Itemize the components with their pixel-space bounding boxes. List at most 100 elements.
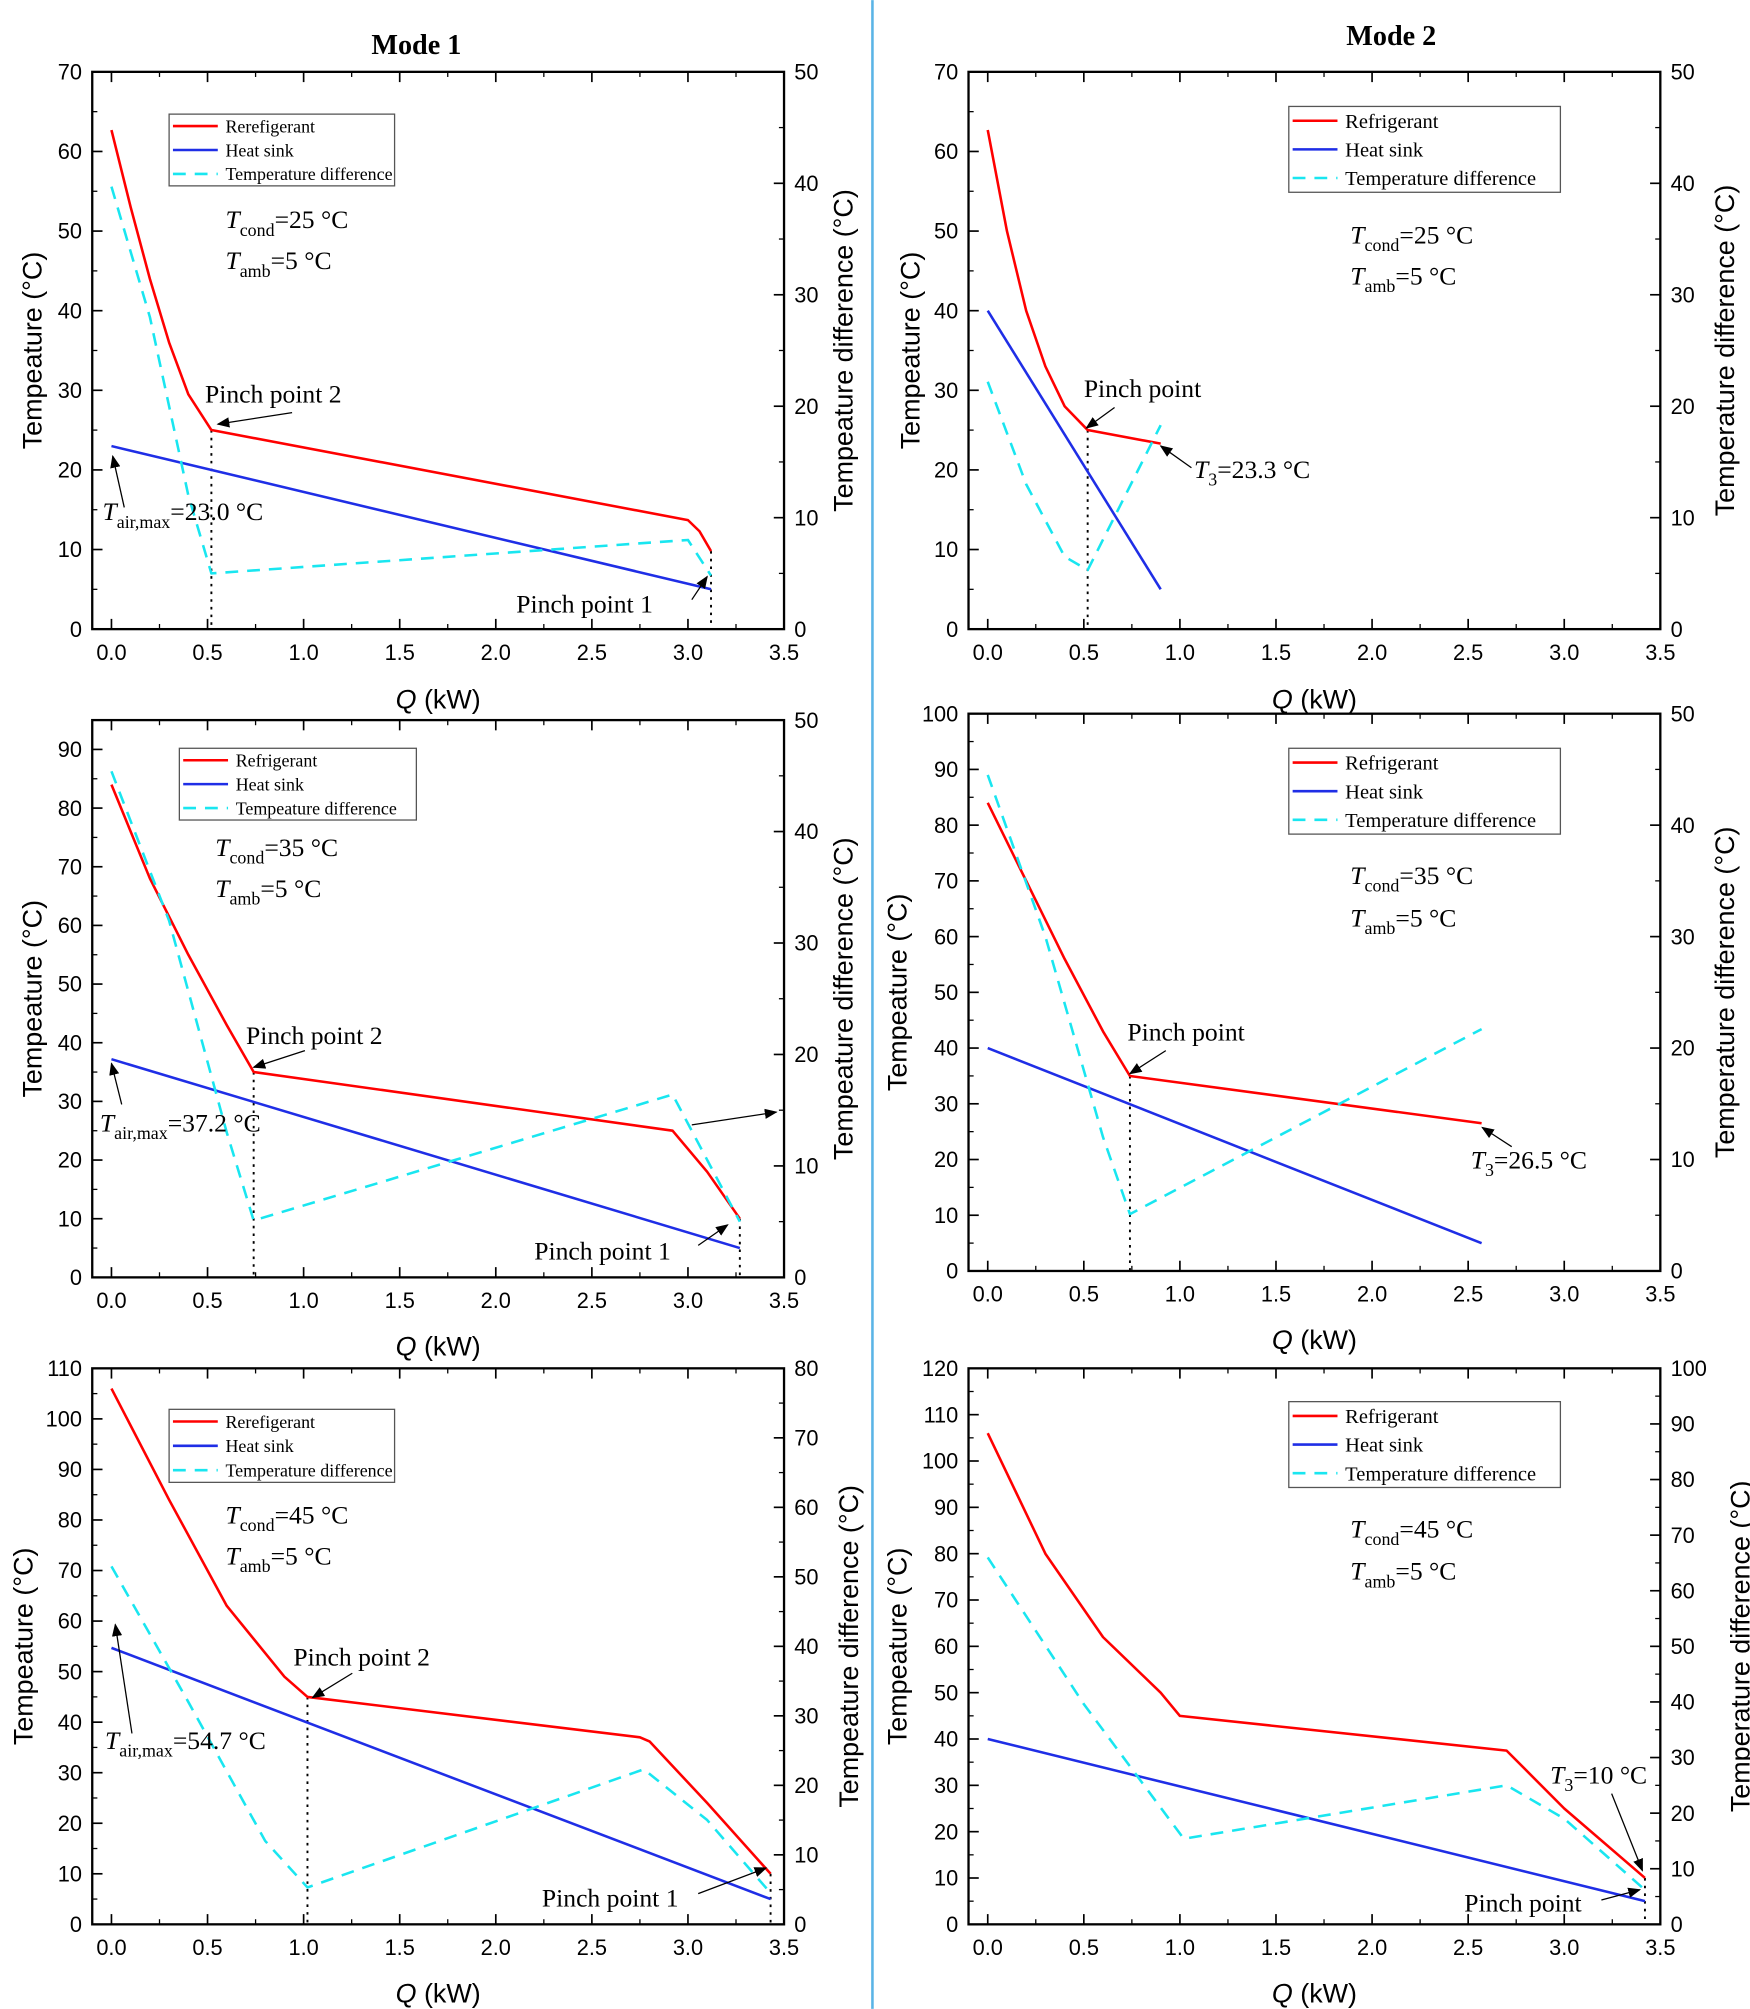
y-tick-label: 0 — [70, 617, 82, 642]
x-tick-label: 3.5 — [1645, 1282, 1675, 1307]
annotation-amb: Tamb=5 °C — [215, 874, 321, 909]
x-axis-title: Q (kW) — [396, 1332, 481, 1362]
x-tick-label: 3.0 — [1549, 640, 1579, 665]
pinch-point-label: Pinch point — [1084, 374, 1201, 403]
legend-label: Rerefigerant — [225, 1412, 315, 1432]
y-tick-label: 80 — [58, 1508, 82, 1533]
y2-tick-label: 30 — [1671, 1745, 1695, 1770]
y-tick-label: 30 — [58, 1760, 82, 1785]
y-tick-label: 90 — [934, 1495, 958, 1520]
annotation-arrow — [252, 1050, 306, 1069]
mode-1-title: Mode 1 — [371, 30, 461, 61]
x-axis-variable: Q — [1272, 1978, 1293, 2008]
y2-tick-label: 30 — [794, 931, 818, 956]
series-line-refrigerant — [110, 1387, 772, 1875]
series-line-temp-diff — [110, 770, 741, 1223]
legend-label: Refrigerant — [236, 751, 318, 771]
y2-tick-label: 20 — [1671, 1036, 1695, 1061]
series-line-refrigerant — [110, 784, 741, 1220]
x-tick-label: 0.0 — [96, 1935, 126, 1960]
annotation-amb: Tamb=5 °C — [1350, 1557, 1456, 1592]
y2-tick-label: 0 — [794, 1912, 806, 1937]
annotation-symbol: T — [1350, 1514, 1366, 1543]
x-tick-label: 2.0 — [481, 1935, 511, 1960]
annotation-subscript: amb — [1365, 918, 1396, 938]
series-line-temp-diff — [986, 381, 1162, 572]
y2-tick-label: 70 — [794, 1426, 818, 1451]
y-tick-label: 40 — [934, 298, 958, 323]
x-tick-label: 2.5 — [1453, 1935, 1483, 1960]
y-tick-label: 40 — [58, 1030, 82, 1055]
annotation-subscript: cond — [1365, 235, 1400, 255]
annotation-symbol: T — [225, 205, 241, 234]
y-tick-label: 60 — [58, 913, 82, 938]
x-tick-label: 0.5 — [1069, 1935, 1099, 1960]
annotation-air-max: Tair,max=54.7 °C — [105, 1726, 266, 1761]
y2-tick-label: 30 — [794, 1704, 818, 1729]
y2-tick-label: 10 — [1671, 1147, 1695, 1172]
y-tick-label: 120 — [922, 1356, 958, 1381]
y2-axis-title: Temperature difference (°C) — [1725, 1481, 1750, 1813]
annotation-value: =35 °C — [264, 833, 338, 862]
y2-tick-label: 20 — [1671, 1801, 1695, 1826]
chart-panel-1: 0.0 0.5 1.0 1.5 2.0 2.5 3.0 3.50102030405060700… — [18, 60, 859, 715]
annotation-symbol: T — [1350, 903, 1366, 932]
annotation-arrow — [1611, 1793, 1643, 1872]
legend: Refrigerant Heat sink Temperature differen… — [1288, 1401, 1562, 1489]
y-tick-label: 10 — [934, 1203, 958, 1228]
annotation-3: T3=23.3 °C — [1194, 455, 1310, 490]
annotation-symbol: T — [1471, 1145, 1487, 1174]
chart-panel-6: 0.0 0.5 1.0 1.5 2.0 2.5 3.0 3.50102030405060708… — [882, 1356, 1750, 2008]
x-tick-label: 0.5 — [1069, 1282, 1099, 1307]
x-tick-label: 0.5 — [192, 1935, 222, 1960]
y2-tick-label: 50 — [794, 1565, 818, 1590]
y-tick-label: 70 — [934, 1588, 958, 1613]
y-tick-label: 20 — [934, 1147, 958, 1172]
y2-tick-label: 20 — [1671, 394, 1695, 419]
legend-label: Temperature difference — [225, 1460, 392, 1480]
y2-tick-label: 100 — [1671, 1356, 1707, 1381]
legend: Refrigerant Heat sink Temperature differen… — [1288, 747, 1562, 835]
x-tick-label: 1.5 — [1261, 1282, 1291, 1307]
x-axis-unit: (kW) — [416, 1978, 480, 2008]
x-tick-label: 0.5 — [192, 640, 222, 665]
y-tick-label: 30 — [58, 378, 82, 403]
y2-tick-label: 50 — [1671, 701, 1695, 726]
annotation-arrow — [691, 1108, 778, 1126]
chart-panel-2: 0.0 0.5 1.0 1.5 2.0 2.5 3.0 3.50102030405060700… — [895, 60, 1740, 715]
y2-tick-label: 10 — [1671, 505, 1695, 530]
y2-tick-label: 10 — [794, 1843, 818, 1868]
annotation-subscript: amb — [1365, 276, 1396, 296]
annotation-arrow — [1159, 445, 1192, 469]
y2-tick-label: 40 — [1671, 1690, 1695, 1715]
x-tick-label: 2.0 — [1357, 1935, 1387, 1960]
annotation-symbol: T — [1350, 1557, 1366, 1586]
y-tick-label: 110 — [47, 1356, 82, 1381]
y2-tick-label: 0 — [1671, 1912, 1683, 1937]
annotation-3: T3=26.5 °C — [1471, 1145, 1587, 1180]
series-line-heat-sink — [987, 1046, 1483, 1245]
annotation-value: =10 °C — [1573, 1760, 1647, 1789]
y-tick-label: 90 — [934, 757, 958, 782]
annotation-value: =5 °C — [260, 874, 321, 903]
series-line-refrigerant — [986, 802, 1482, 1125]
annotation-cond: Tcond=35 °C — [215, 833, 338, 868]
annotation-subscript: 3 — [1208, 470, 1217, 490]
y2-tick-label: 80 — [794, 1356, 818, 1381]
y-tick-label: 50 — [934, 219, 958, 244]
legend-label: Heat sink — [1345, 140, 1424, 162]
annotation-subscript: air,max — [119, 1741, 173, 1761]
y-tick-label: 90 — [58, 737, 82, 762]
x-axis-variable: Q — [396, 1332, 417, 1362]
y-tick-label: 70 — [58, 854, 82, 879]
y-tick-label: 50 — [934, 980, 958, 1005]
y-tick-label: 10 — [934, 537, 958, 562]
annotation-value: =23.3 °C — [1217, 455, 1310, 484]
annotation-subscript: air,max — [114, 1123, 168, 1143]
series-line-heat-sink — [987, 1737, 1646, 1903]
annotation-value: =35 °C — [1399, 861, 1473, 890]
series-line-refrigerant — [986, 129, 1161, 445]
annotation-subscript: cond — [229, 848, 264, 868]
x-axis-title: Q (kW) — [396, 1978, 481, 2008]
x-tick-label: 3.5 — [1645, 1935, 1675, 1960]
